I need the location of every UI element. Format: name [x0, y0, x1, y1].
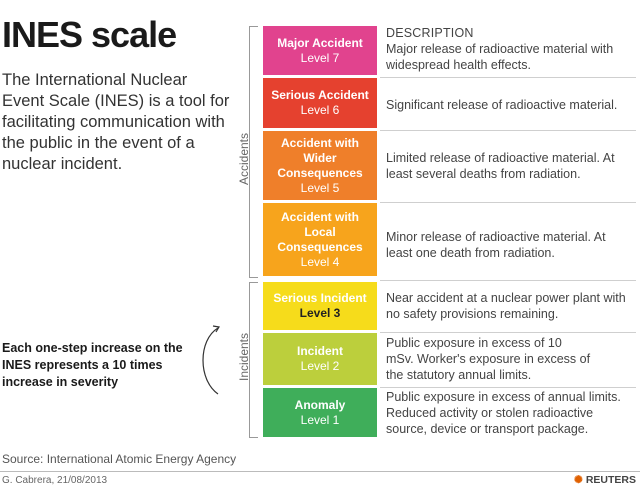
level-6-block: Serious Accident Level 6	[263, 78, 377, 128]
level-6-description: Significant release of radioactive mater…	[386, 98, 618, 112]
level-2-description: Public exposure in excess of 10 mSv. Wor…	[386, 336, 591, 382]
level-1-block: Anomaly Level 1	[263, 388, 377, 437]
level-5-block: Accident with Wider Consequences Level 5	[263, 131, 377, 200]
divider	[380, 332, 636, 333]
level-4-number: Level 4	[300, 254, 340, 269]
level-3-description: Near accident at a nuclear power plant w…	[386, 291, 626, 321]
level-4-description: Minor release of radioactive material. A…	[386, 230, 606, 260]
footer-divider	[0, 471, 640, 472]
level-3-number: Level 3	[299, 306, 341, 320]
incidents-bracket	[249, 282, 258, 438]
level-3-block: Serious Incident Level 3	[263, 282, 377, 330]
accidents-bracket	[249, 26, 258, 278]
divider	[380, 130, 636, 131]
intro-text: The International Nuclear Event Scale (I…	[2, 71, 230, 173]
brand-name: REUTERS	[585, 474, 636, 486]
level-5-name: Accident with Wider Consequences	[277, 135, 363, 180]
divider	[380, 280, 636, 281]
reuters-logo: ✺ REUTERS	[574, 474, 636, 486]
divider	[380, 77, 636, 78]
credit-text: G. Cabrera, 21/08/2013	[2, 475, 108, 486]
incidents-label: Incidents	[237, 332, 251, 382]
reuters-dots-icon: ✺	[574, 474, 583, 486]
level-2-name: Incident	[296, 344, 343, 358]
level-3-name: Serious Incident	[273, 291, 367, 305]
level-6-number: Level 6	[300, 103, 340, 117]
level-4-block: Accident with Local Consequences Level 4	[263, 203, 377, 276]
divider	[380, 387, 636, 388]
level-7-description: Major release of radioactive material wi…	[386, 42, 614, 72]
source-text: Source: International Atomic Energy Agen…	[2, 452, 237, 466]
level-4-name: Accident with Local Consequences	[277, 209, 363, 254]
level-1-name: Anomaly	[294, 397, 346, 412]
level-7-name: Major Accident	[277, 35, 363, 50]
level-2-block: Incident Level 2	[263, 333, 377, 385]
divider	[380, 202, 636, 203]
level-7-number: Level 7	[300, 50, 340, 65]
severity-note: Each one-step increase on the INES repre…	[2, 341, 183, 389]
arrow-arc-icon	[202, 325, 220, 395]
level-5-number: Level 5	[300, 180, 340, 195]
level-1-description: Public exposure in excess of annual limi…	[386, 390, 621, 436]
level-5-description: Limited release of radioactive material.…	[386, 151, 615, 181]
level-1-number: Level 1	[300, 412, 340, 427]
level-6-name: Serious Accident	[271, 88, 369, 102]
level-7-block: Major Accident Level 7	[263, 26, 377, 75]
description-header: DESCRIPTION	[386, 26, 474, 40]
accidents-label: Accidents	[237, 132, 251, 186]
page-title: INES scale	[2, 14, 177, 55]
level-2-number: Level 2	[300, 359, 340, 373]
